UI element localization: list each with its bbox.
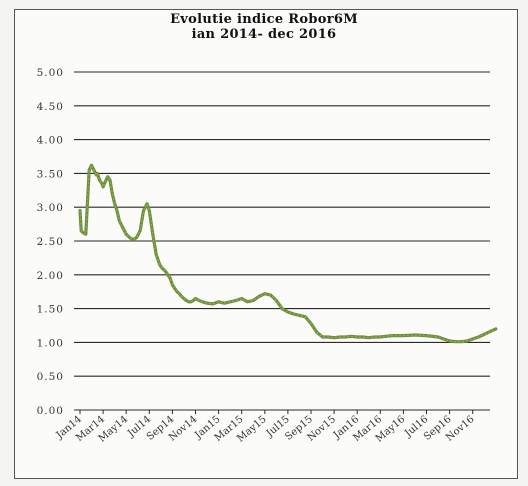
y-tick-label: 0.50	[37, 371, 64, 383]
y-tick-label: 1.00	[37, 337, 64, 349]
y-tick-label: 0.00	[37, 405, 64, 417]
series-line-highlight	[79, 164, 497, 343]
y-tick-label: 3.50	[37, 168, 64, 180]
y-tick-label: 3.00	[37, 202, 64, 214]
y-tick-label: 2.00	[37, 270, 64, 282]
chart-title-line1: Evolutie indice Robor6M	[170, 12, 358, 27]
y-tick-label: 5.00	[37, 67, 64, 79]
chart-title-line2: ian 2014- dec 2016	[191, 27, 337, 42]
chart-title: Evolutie indice Robor6M ian 2014- dec 20…	[0, 12, 528, 42]
y-tick-label: 4.50	[37, 101, 64, 113]
series-line	[78, 163, 498, 344]
chart-frame	[14, 9, 518, 479]
y-tick-label: 4.00	[37, 135, 64, 147]
y-tick-label: 2.50	[37, 236, 64, 248]
y-tick-label: 1.50	[37, 304, 64, 316]
